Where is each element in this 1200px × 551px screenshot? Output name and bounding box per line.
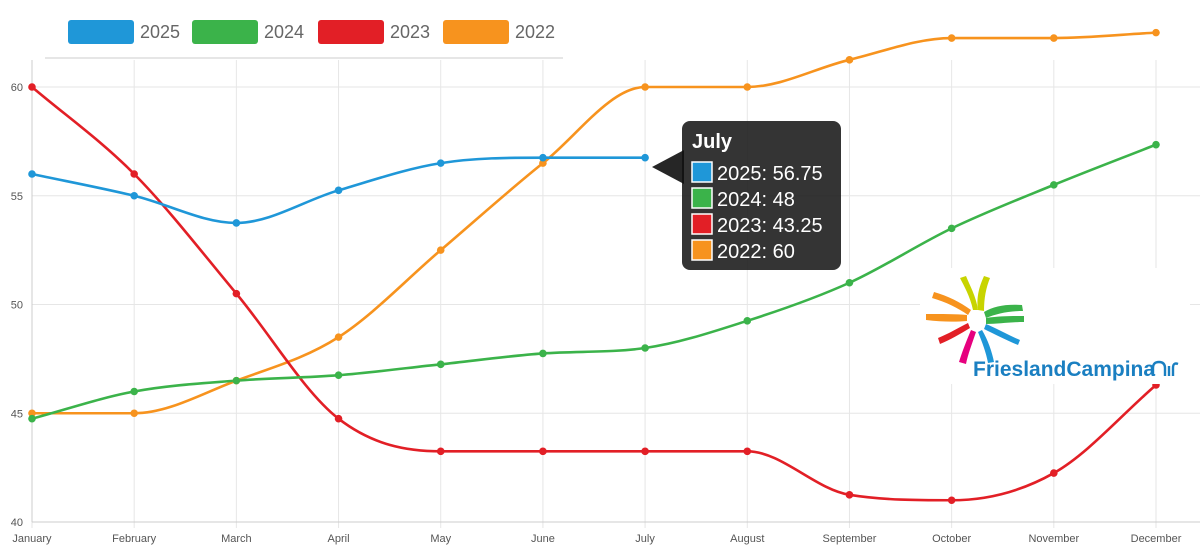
series-line-2023	[31, 86, 1157, 502]
x-tick-label: January	[12, 533, 52, 545]
data-point-2023[interactable]	[743, 447, 752, 456]
x-tick-label: October	[932, 533, 971, 545]
data-point-2025[interactable]	[28, 170, 36, 178]
data-point-2023[interactable]	[232, 289, 241, 298]
y-tick-label: 60	[11, 82, 23, 94]
data-point-2023[interactable]	[28, 83, 36, 91]
data-point-2022[interactable]	[641, 83, 649, 91]
legend-swatch	[318, 20, 384, 44]
tooltip-item: 2022: 60	[717, 241, 795, 263]
data-point-2022[interactable]	[947, 34, 956, 42]
data-point-2023[interactable]	[947, 496, 956, 505]
x-tick-label: February	[112, 533, 157, 545]
tooltip-title: July	[692, 131, 733, 153]
tooltip: July 2025: 56.75 2024: 48 2023: 43.25 2022: …	[652, 121, 841, 270]
data-point-2024[interactable]	[743, 317, 752, 325]
logo-star-icon	[926, 276, 1024, 364]
tooltip-item: 2024: 48	[717, 189, 795, 211]
data-point-2022[interactable]	[539, 159, 547, 167]
x-tick-label: August	[730, 533, 764, 545]
tooltip-swatch	[691, 239, 713, 261]
tooltip-box	[682, 121, 841, 270]
logo-text: FrieslandCampina	[973, 358, 1155, 381]
tooltip-item: 2025: 56.75	[717, 163, 823, 185]
data-point-2023[interactable]	[130, 170, 138, 178]
tooltip-caret	[652, 150, 684, 184]
frieslandcampina-logo: FrieslandCampina	[920, 268, 1190, 384]
x-tick-label: December	[1131, 533, 1182, 545]
x-tick-label: May	[430, 533, 451, 545]
y-tick-label: 50	[11, 300, 23, 312]
data-point-2024[interactable]	[1152, 140, 1160, 149]
data-point-2025[interactable]	[539, 153, 547, 162]
data-point-2024[interactable]	[334, 371, 343, 379]
data-point-2024[interactable]	[947, 224, 956, 233]
x-tick-label: July	[635, 533, 655, 545]
x-tick-label: March	[221, 533, 252, 545]
x-tick-label: April	[328, 533, 350, 545]
y-tick-label: 55	[11, 191, 23, 203]
tooltip-swatch	[691, 213, 713, 235]
legend-label: 2022	[515, 22, 555, 42]
data-point-2023[interactable]	[539, 447, 547, 456]
data-point-2024[interactable]	[232, 376, 241, 385]
data-point-2025[interactable]	[436, 159, 445, 167]
legend-item-2025[interactable]: 2025	[68, 20, 180, 44]
legend-swatch	[192, 20, 258, 44]
data-point-2023[interactable]	[641, 447, 649, 456]
legend-label: 2023	[390, 22, 430, 42]
tooltip-item: 2023: 43.25	[717, 215, 823, 237]
tooltip-swatch	[691, 161, 713, 183]
grid	[31, 60, 1200, 528]
data-point-2024[interactable]	[1050, 181, 1058, 189]
x-axis: January February March April May June July Augu…	[12, 533, 1181, 545]
logo-mark-icon	[1151, 360, 1179, 376]
x-tick-label: June	[531, 533, 555, 545]
data-point-2024[interactable]	[845, 278, 854, 287]
legend-swatch	[68, 20, 134, 44]
data-point-2022[interactable]	[845, 56, 854, 64]
data-point-2022[interactable]	[1050, 34, 1058, 42]
series-line-2022	[32, 31, 1157, 415]
data-point-2024[interactable]	[130, 387, 138, 396]
y-tick-label: 40	[11, 517, 23, 529]
series-lines	[31, 31, 1157, 502]
data-point-2022[interactable]	[130, 409, 138, 418]
x-tick-label: September	[823, 533, 877, 545]
y-axis: 40 45 50 55 60	[11, 82, 23, 529]
legend-label: 2024	[264, 22, 304, 42]
legend-label: 2025	[140, 22, 180, 42]
data-point-2024[interactable]	[641, 344, 649, 352]
x-tick-label: November	[1028, 533, 1079, 545]
data-point-2025[interactable]	[334, 186, 343, 195]
data-point-2022[interactable]	[743, 83, 752, 91]
data-point-2025[interactable]	[232, 219, 241, 227]
legend-swatch	[443, 20, 509, 44]
data-point-2023[interactable]	[436, 447, 445, 456]
tooltip-swatch	[691, 187, 713, 209]
data-point-2025[interactable]	[641, 153, 649, 162]
legend-item-2022[interactable]: 2022	[443, 20, 555, 44]
series-line-2024	[31, 143, 1157, 420]
data-point-2022[interactable]	[436, 246, 445, 254]
data-point-2022[interactable]	[1152, 28, 1160, 37]
data-point-2023[interactable]	[1050, 469, 1058, 477]
legend: 2025 2024 2023 2022	[45, 0, 563, 59]
data-point-2022[interactable]	[334, 333, 343, 341]
legend-item-2024[interactable]: 2024	[192, 20, 304, 44]
data-point-2024[interactable]	[539, 349, 547, 358]
legend-item-2023[interactable]: 2023	[318, 20, 430, 44]
data-point-2024[interactable]	[28, 414, 36, 423]
data-point-2023[interactable]	[845, 491, 854, 499]
data-point-2025[interactable]	[130, 191, 138, 200]
data-point-2022[interactable]	[28, 409, 36, 418]
data-point-2023[interactable]	[334, 414, 343, 423]
series-points	[28, 28, 1160, 505]
y-tick-label: 45	[11, 408, 23, 420]
data-point-2024[interactable]	[436, 360, 445, 369]
